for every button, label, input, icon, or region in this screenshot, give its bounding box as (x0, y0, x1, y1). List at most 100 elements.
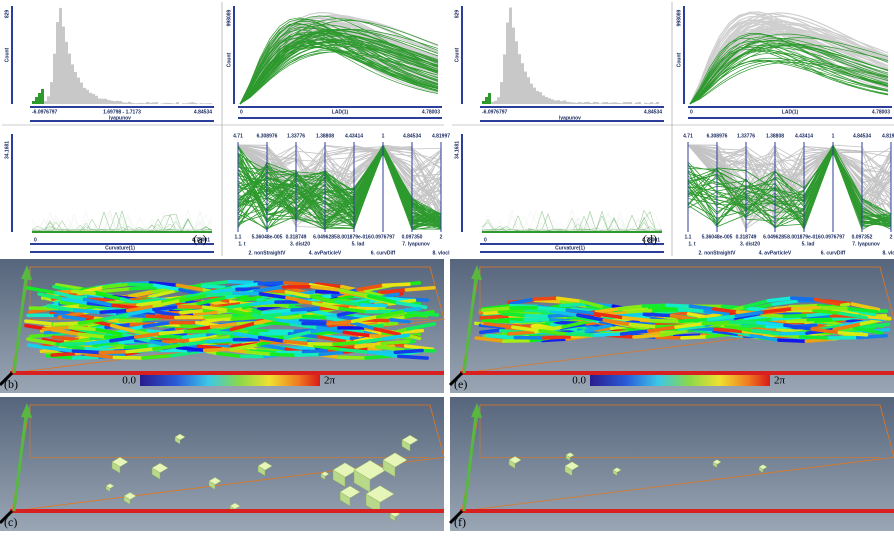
axis-bottom-label: 8.001879e-016 (787, 234, 821, 240)
histogram-bar (176, 102, 179, 104)
streamline (25, 286, 58, 295)
histogram-bar (638, 102, 641, 104)
histogram-bar (587, 101, 590, 104)
y-axis-label: Count (4, 47, 10, 62)
streamline (523, 308, 554, 314)
streamline (777, 338, 809, 344)
streamline (72, 308, 103, 314)
streamline (542, 335, 575, 340)
histogram-bar (203, 103, 206, 104)
streamline (728, 320, 760, 325)
histogram-bar (617, 102, 620, 104)
streamline (152, 283, 182, 292)
isosurface-side (612, 469, 618, 476)
green-arrowhead (21, 265, 32, 280)
histogram-bar (191, 102, 194, 104)
streamline (205, 337, 237, 344)
axis-top-label: 1 (832, 133, 835, 139)
histogram-bar (122, 102, 125, 104)
streamline (311, 301, 342, 311)
axis-bottom-label: 0.097352 (852, 234, 873, 240)
streamline (632, 333, 664, 339)
parallel-line (687, 144, 892, 222)
streamline (628, 322, 659, 329)
y-max-label: 34.1681 (454, 141, 460, 159)
x-max-label: 4.84534 (644, 109, 662, 115)
streamline (855, 333, 888, 340)
green-axis (12, 414, 28, 512)
x-max-label: 4.84534 (194, 109, 212, 115)
isosurface-side (208, 480, 216, 490)
streamline (251, 313, 280, 322)
histogram-bar (53, 53, 56, 104)
histogram-bar (44, 101, 47, 104)
streamline (226, 308, 256, 317)
axis-bottom-label: 1.1 (235, 234, 242, 240)
parallel-line (687, 144, 892, 220)
axis-name: 8. vlocl (433, 250, 451, 256)
black-axis (448, 509, 464, 525)
parallel-line (687, 151, 892, 225)
streamline (215, 351, 244, 359)
isosurface-side (508, 459, 516, 469)
streamline (92, 340, 122, 347)
histogram-bar (608, 102, 611, 104)
streamline (152, 343, 183, 351)
streamline (313, 344, 344, 352)
streamline (852, 325, 884, 335)
isosurface-side (389, 513, 396, 522)
histogram-bar (59, 7, 62, 105)
axis-name: 5. lad (352, 241, 365, 247)
streamline (592, 332, 624, 337)
streamline (185, 290, 214, 299)
lad-curve-selected (239, 37, 439, 105)
histogram-bar (77, 77, 80, 104)
streamline (301, 314, 330, 320)
streamline (626, 308, 656, 315)
lad-curve-selected (689, 44, 889, 105)
histogram-bar (512, 27, 515, 105)
streamline (125, 347, 156, 354)
streamline (68, 325, 99, 332)
streamline (349, 320, 378, 331)
axis-bottom-label: 5.36048e-005 (252, 234, 283, 240)
streamline (393, 348, 424, 355)
streamline (381, 282, 411, 287)
isosurface-side (257, 465, 266, 477)
streamline (850, 302, 881, 312)
streamline (125, 304, 156, 313)
histogram-bar (152, 102, 155, 104)
streamline (357, 337, 386, 345)
streamline (294, 352, 322, 358)
streamline (277, 314, 306, 320)
curvature-line (31, 209, 213, 233)
streamline (380, 339, 410, 346)
lad-curve-selected (689, 46, 889, 105)
streamline (205, 291, 236, 298)
axis-top-label: 1.38808 (766, 133, 784, 139)
streamline (755, 320, 787, 328)
streamline (284, 290, 313, 299)
histogram-bar (623, 102, 626, 104)
histogram-bar (500, 82, 503, 104)
histogram-bar (599, 103, 602, 104)
histogram-bar (161, 103, 164, 104)
histogram-bar (155, 102, 158, 104)
streamline (283, 329, 314, 340)
streamline (524, 313, 552, 318)
streamline (404, 286, 436, 292)
streamline (188, 332, 220, 342)
streamline (739, 323, 769, 329)
streamline (314, 282, 344, 289)
green-axis (12, 276, 28, 374)
histogram-bar (503, 54, 506, 104)
streamline (257, 342, 288, 351)
histogram-bar (524, 71, 527, 104)
streamline (647, 325, 678, 333)
histogram-bar (620, 103, 623, 104)
lad-curve-selected (689, 40, 889, 105)
colorbar-min: 0.0 (572, 375, 586, 387)
histogram-bar (116, 100, 119, 104)
black-axis (448, 371, 464, 387)
panel-label: (d) (643, 232, 657, 246)
